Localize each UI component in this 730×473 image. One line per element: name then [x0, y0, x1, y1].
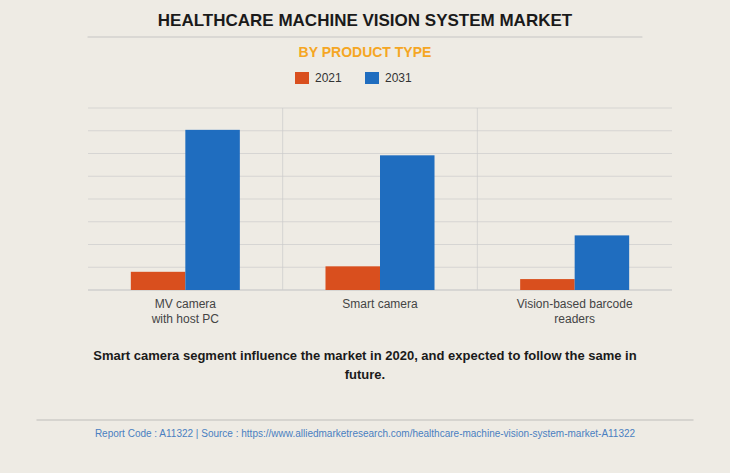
title: HEALTHCARE MACHINE VISION SYSTEM MARKET: [158, 11, 573, 30]
chart-container: HEALTHCARE MACHINE VISION SYSTEM MARKET B…: [0, 0, 730, 473]
footer-rule: [37, 420, 694, 421]
bar: [380, 155, 435, 290]
x-tick-label-line: Smart camera: [342, 297, 418, 311]
x-tick-label-line: MV camera: [155, 297, 217, 311]
legend-swatch: [365, 72, 379, 84]
background: [0, 0, 730, 473]
group-separator: [282, 108, 283, 290]
footer: Report Code : A11322 | Source : https://…: [95, 428, 636, 439]
bar: [185, 130, 240, 290]
grid-line: [88, 108, 672, 109]
legend-label: 2021: [315, 71, 342, 85]
bar: [325, 266, 380, 290]
caption: future.: [345, 367, 385, 382]
x-tick-label-line: Vision-based barcode: [517, 297, 633, 311]
group-separator: [477, 108, 478, 290]
bars: [131, 130, 629, 290]
subtitle: BY PRODUCT TYPE: [299, 44, 432, 60]
x-tick-label: Vision-based barcodereaders: [517, 297, 633, 326]
x-tick-label: MV camerawith host PC: [151, 297, 220, 326]
legend-swatch: [295, 72, 309, 84]
grid-line: [88, 153, 672, 154]
grid-line: [88, 130, 672, 131]
legend: 2021 2031: [295, 71, 412, 85]
legend-label: 2031: [385, 71, 412, 85]
caption: Smart camera segment influence the marke…: [93, 348, 636, 363]
x-tick-label-line: readers: [554, 312, 595, 326]
title-rule: [88, 37, 643, 38]
bar: [520, 279, 575, 290]
x-tick-label: Smart camera: [342, 297, 418, 311]
x-tick-label-line: with host PC: [151, 312, 220, 326]
bar: [575, 235, 630, 290]
chart-svg: HEALTHCARE MACHINE VISION SYSTEM MARKET B…: [0, 0, 730, 473]
bar: [131, 272, 186, 290]
